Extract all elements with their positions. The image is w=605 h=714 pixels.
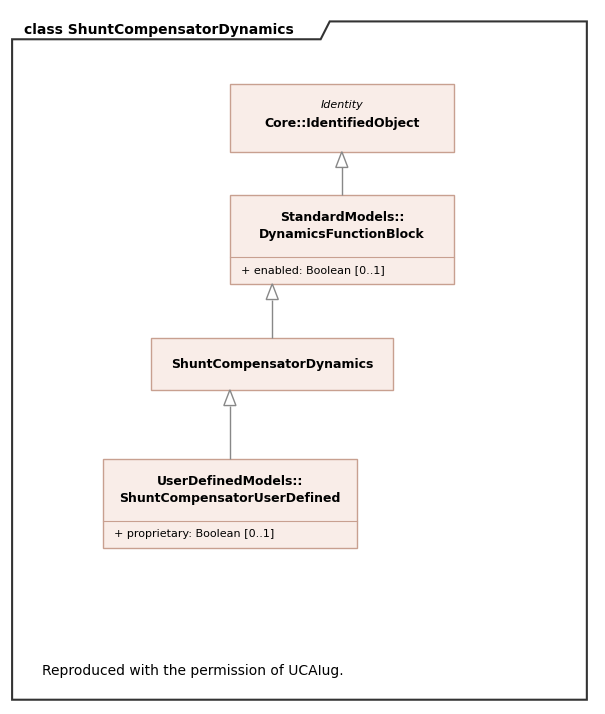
FancyBboxPatch shape <box>230 194 454 283</box>
Text: class ShuntCompensatorDynamics: class ShuntCompensatorDynamics <box>24 23 294 37</box>
Text: Core::IdentifiedObject: Core::IdentifiedObject <box>264 117 419 130</box>
FancyBboxPatch shape <box>230 84 454 152</box>
FancyBboxPatch shape <box>151 338 393 390</box>
Text: StandardModels::
DynamicsFunctionBlock: StandardModels:: DynamicsFunctionBlock <box>259 211 425 241</box>
Text: ShuntCompensatorDynamics: ShuntCompensatorDynamics <box>171 358 373 371</box>
Polygon shape <box>12 21 587 700</box>
Polygon shape <box>224 390 236 406</box>
Text: Identity: Identity <box>321 100 363 110</box>
Polygon shape <box>336 152 348 167</box>
Text: Reproduced with the permission of UCAIug.: Reproduced with the permission of UCAIug… <box>42 664 344 678</box>
FancyBboxPatch shape <box>103 459 357 548</box>
Text: + enabled: Boolean [0..1]: + enabled: Boolean [0..1] <box>241 265 385 276</box>
Text: + proprietary: Boolean [0..1]: + proprietary: Boolean [0..1] <box>114 529 274 540</box>
Polygon shape <box>266 283 278 300</box>
Text: UserDefinedModels::
ShuntCompensatorUserDefined: UserDefinedModels:: ShuntCompensatorUser… <box>119 475 341 505</box>
